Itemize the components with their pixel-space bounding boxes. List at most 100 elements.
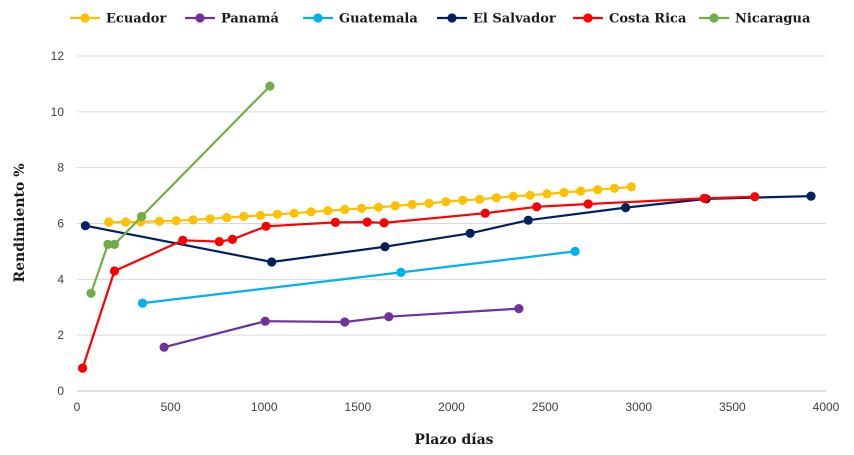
data-point-ecuador [458,195,468,205]
y-axis-title: Rendimiento % [12,163,28,282]
data-point-panam- [260,316,270,326]
data-point-costa-rica [480,208,490,218]
data-point-ecuador [525,190,535,200]
data-point-costa-rica [379,218,389,228]
data-point-ecuador [424,198,434,208]
series-line-el-salvador [85,195,812,264]
data-point-ecuador [390,201,400,211]
data-point-ecuador [407,199,417,210]
data-point-costa-rica [78,363,88,373]
x-tick-label: 3500 [719,400,746,414]
data-point-ecuador [357,203,367,213]
x-tick-label: 0 [74,400,81,414]
y-tick-label: 10 [51,105,65,119]
gridlines [77,55,826,336]
data-point-guatemala [570,246,580,256]
data-point-el-salvador [806,191,816,201]
y-tick-label: 12 [51,49,65,63]
data-point-ecuador [475,194,485,204]
legend-label: Ecuador [106,12,166,27]
y-tick-label: 4 [57,272,64,286]
y-tick-label: 2 [57,328,64,342]
legend-label: Panamá [221,12,279,27]
series-line-panam- [163,307,519,349]
data-point-ecuador [323,206,333,216]
x-tick-label: 1500 [345,400,372,414]
series-nicaragua [86,81,275,298]
legend-swatch-marker [709,13,719,23]
series-costa-rica [78,192,760,373]
legend-swatch-marker [447,13,457,23]
x-axis-title: Plazo días [414,432,493,448]
legend-label: Guatemala [339,12,418,27]
data-point-ecuador [340,204,350,215]
x-tick-label: 4000 [813,400,840,414]
data-point-ecuador [306,207,316,217]
data-point-ecuador [289,208,299,218]
data-point-ecuador [239,211,249,222]
data-point-nicaragua [86,288,96,298]
x-tick-label: 2000 [438,400,465,414]
data-point-panam- [159,342,169,352]
x-tick-label: 2500 [532,400,559,414]
data-point-ecuador [205,214,215,224]
data-point-el-salvador [267,257,277,267]
data-point-el-salvador [80,221,90,231]
data-point-ecuador [222,213,232,223]
series-panam- [159,304,524,352]
data-point-ecuador [609,183,620,193]
series-layer [78,81,816,373]
data-point-el-salvador [380,242,390,252]
data-point-ecuador [593,185,603,195]
data-point-costa-rica [583,199,593,209]
data-point-ecuador [441,197,451,207]
legend-item-ecuador: Ecuador [70,12,166,27]
data-point-ecuador [576,186,586,196]
data-point-nicaragua [109,239,120,249]
data-point-el-salvador [621,203,631,213]
data-point-costa-rica [109,266,120,276]
data-point-ecuador [626,182,636,192]
y-tick-label: 8 [57,161,64,175]
axes: 0 2 4 6 8 10 12 0 500 1000 1500 2000 2500 3000 3500 400… [51,49,840,414]
data-point-ecuador [542,189,552,199]
data-point-costa-rica [362,217,372,227]
data-point-panam- [514,304,524,314]
data-point-guatemala [396,267,406,277]
y-tick-label: 0 [57,384,64,398]
data-point-el-salvador [465,228,475,238]
legend-item-panam-: Panamá [185,12,279,27]
data-point-costa-rica [214,237,224,247]
series-line-guatemala [142,250,576,305]
data-point-ecuador [121,217,131,227]
series-ecuador [104,182,636,227]
series-guatemala [137,246,580,308]
data-point-ecuador [559,187,569,198]
legend: Ecuador Panamá Guatemala El Salvador Costa R… [70,12,811,27]
y-tick-label: 6 [57,217,64,231]
data-point-ecuador [272,209,282,219]
legend-label: El Salvador [473,12,556,27]
series-line-nicaragua [89,85,271,294]
data-point-nicaragua [103,239,113,249]
data-point-ecuador [255,210,266,220]
x-tick-label: 500 [161,400,181,414]
series-line-costa-rica [81,195,755,369]
data-point-nicaragua [137,211,147,222]
data-point-guatemala [137,298,148,308]
data-point-panam- [384,312,394,322]
legend-item-guatemala: Guatemala [303,12,418,27]
data-point-ecuador [373,202,384,212]
x-tick-label: 3000 [625,400,652,414]
data-point-costa-rica [178,235,188,245]
data-point-costa-rica [532,202,542,212]
data-point-ecuador [491,193,501,203]
data-point-costa-rica [699,193,709,203]
legend-item-nicaragua: Nicaragua [699,12,811,27]
data-point-ecuador [154,216,164,226]
data-point-costa-rica [750,192,760,202]
legend-label: Costa Rica [609,12,687,27]
data-point-panam- [340,317,350,327]
